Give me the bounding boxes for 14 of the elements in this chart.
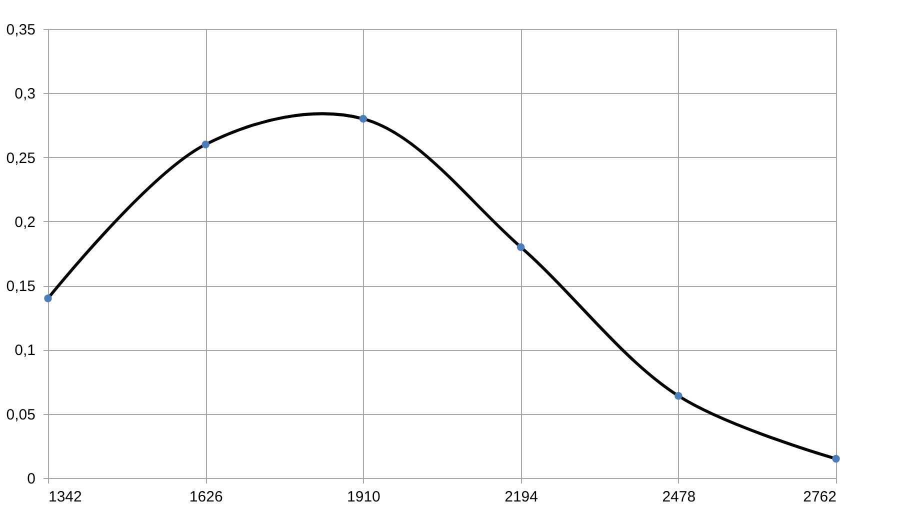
x-tick-label: 1910 xyxy=(347,488,380,506)
x-tick-label: 2194 xyxy=(504,488,538,506)
y-tick-label: 0,05 xyxy=(6,406,36,424)
y-tick-label: 0,3 xyxy=(14,86,36,103)
x-tick-label: 2478 xyxy=(662,488,696,506)
y-tick-label: 0,35 xyxy=(6,22,36,38)
x-tick-label: 1626 xyxy=(189,488,223,506)
x-tick-label: 2762 xyxy=(803,488,836,506)
y-tick-label: 0,2 xyxy=(14,214,36,231)
y-tick-label: 0 xyxy=(27,470,36,488)
y-tick-label: 0,25 xyxy=(6,150,36,167)
y-tick-label: 0,15 xyxy=(6,278,36,296)
y-tick-label: 0,1 xyxy=(14,342,36,360)
x-tick-label: 1342 xyxy=(48,488,82,506)
